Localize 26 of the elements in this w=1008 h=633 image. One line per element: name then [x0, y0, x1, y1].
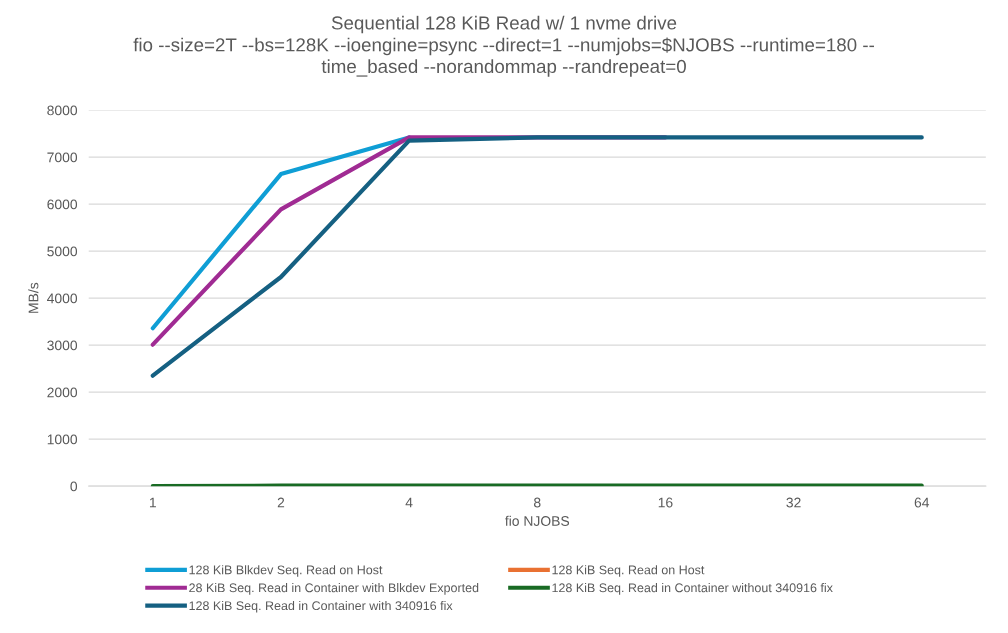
x-tick-label: 64: [914, 497, 930, 508]
y-tick-label: 0: [70, 481, 78, 492]
x-axis-title: fio NJOBS: [505, 515, 570, 526]
chart-subtitle: fio --size=2T --bs=128K --ioengine=psync --direct=1 --numjobs=$NJOBS --runtime=180 -- time_based --norandommap --randrepeat=0: [133, 37, 875, 77]
x-tick-label: 8: [534, 497, 541, 508]
y-tick-label: 2000: [47, 387, 78, 398]
y-axis-title: MB/s: [28, 282, 39, 313]
y-tick-label: 3000: [47, 340, 78, 351]
line-series: [150, 135, 924, 378]
y-tick-label: 4000: [47, 293, 78, 304]
x-tick-label: 32: [786, 497, 801, 508]
legend-label: 128 KiB Seq. Read on Host: [552, 565, 705, 577]
x-tick-label: 4: [405, 497, 413, 508]
chart-title: Sequential 128 KiB Read w/ 1 nvme drive: [331, 15, 677, 34]
x-tick-label: 16: [658, 497, 673, 508]
y-tick-label: 8000: [47, 105, 78, 116]
y-tick-label: 6000: [47, 199, 78, 210]
x-tick-label: 2: [277, 497, 285, 508]
y-tick-label: 1000: [47, 434, 78, 445]
x-tick-label: 1: [149, 497, 156, 508]
legend-label: 28 KiB Seq. Read in Container with Blkdev Exported: [189, 583, 479, 595]
legend-label: 128 KiB Blkdev Seq. Read on Host: [189, 565, 383, 577]
y-tick-label: 5000: [47, 246, 78, 257]
legend-label: 128 KiB Seq. Read in Container without 340916 fix: [552, 583, 833, 595]
y-tick-label: 7000: [47, 152, 78, 163]
legend-label: 128 KiB Seq. Read in Container with 340916 fix: [189, 600, 453, 613]
